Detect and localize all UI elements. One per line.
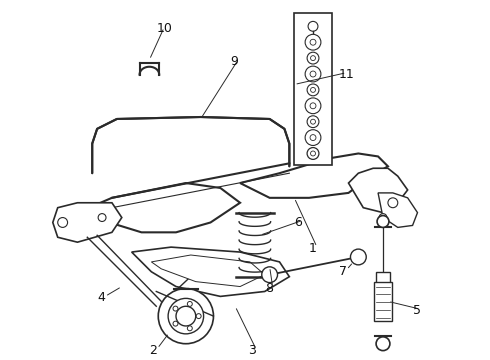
Circle shape bbox=[307, 148, 319, 159]
Circle shape bbox=[262, 267, 277, 283]
Text: 7: 7 bbox=[339, 265, 346, 278]
Circle shape bbox=[310, 103, 316, 109]
Circle shape bbox=[307, 52, 319, 64]
Circle shape bbox=[158, 288, 214, 344]
Circle shape bbox=[377, 216, 389, 228]
Text: 11: 11 bbox=[339, 68, 354, 81]
Text: 5: 5 bbox=[413, 304, 420, 317]
Circle shape bbox=[308, 21, 318, 31]
Circle shape bbox=[379, 213, 387, 221]
Circle shape bbox=[98, 213, 106, 221]
Circle shape bbox=[168, 298, 204, 334]
Circle shape bbox=[176, 306, 196, 326]
Bar bbox=[374, 282, 392, 321]
Circle shape bbox=[187, 301, 192, 306]
Circle shape bbox=[311, 151, 316, 156]
Text: 3: 3 bbox=[248, 344, 256, 357]
Text: 10: 10 bbox=[156, 22, 172, 35]
Text: 9: 9 bbox=[230, 55, 238, 68]
Text: 4: 4 bbox=[97, 292, 105, 305]
Polygon shape bbox=[378, 193, 417, 228]
Circle shape bbox=[187, 326, 192, 331]
Text: 1: 1 bbox=[309, 242, 317, 255]
Bar bbox=[294, 13, 332, 165]
Polygon shape bbox=[132, 247, 290, 296]
Circle shape bbox=[173, 306, 178, 311]
Circle shape bbox=[307, 84, 319, 96]
Circle shape bbox=[307, 116, 319, 127]
Bar bbox=[376, 272, 390, 316]
Polygon shape bbox=[151, 255, 265, 287]
Circle shape bbox=[388, 198, 398, 208]
Text: 8: 8 bbox=[265, 282, 273, 294]
Text: 6: 6 bbox=[294, 216, 302, 229]
Circle shape bbox=[173, 321, 178, 326]
Text: 2: 2 bbox=[149, 344, 157, 357]
Circle shape bbox=[305, 130, 321, 145]
Circle shape bbox=[376, 337, 390, 351]
Circle shape bbox=[311, 56, 316, 60]
Circle shape bbox=[310, 135, 316, 140]
Circle shape bbox=[305, 34, 321, 50]
Circle shape bbox=[310, 39, 316, 45]
Polygon shape bbox=[348, 168, 408, 213]
Polygon shape bbox=[53, 203, 122, 242]
Circle shape bbox=[305, 66, 321, 82]
Circle shape bbox=[305, 98, 321, 114]
Circle shape bbox=[196, 314, 201, 319]
Circle shape bbox=[58, 217, 68, 228]
Polygon shape bbox=[77, 183, 240, 232]
Polygon shape bbox=[240, 153, 388, 198]
Circle shape bbox=[350, 249, 366, 265]
Circle shape bbox=[311, 119, 316, 124]
Circle shape bbox=[310, 71, 316, 77]
Circle shape bbox=[311, 87, 316, 93]
